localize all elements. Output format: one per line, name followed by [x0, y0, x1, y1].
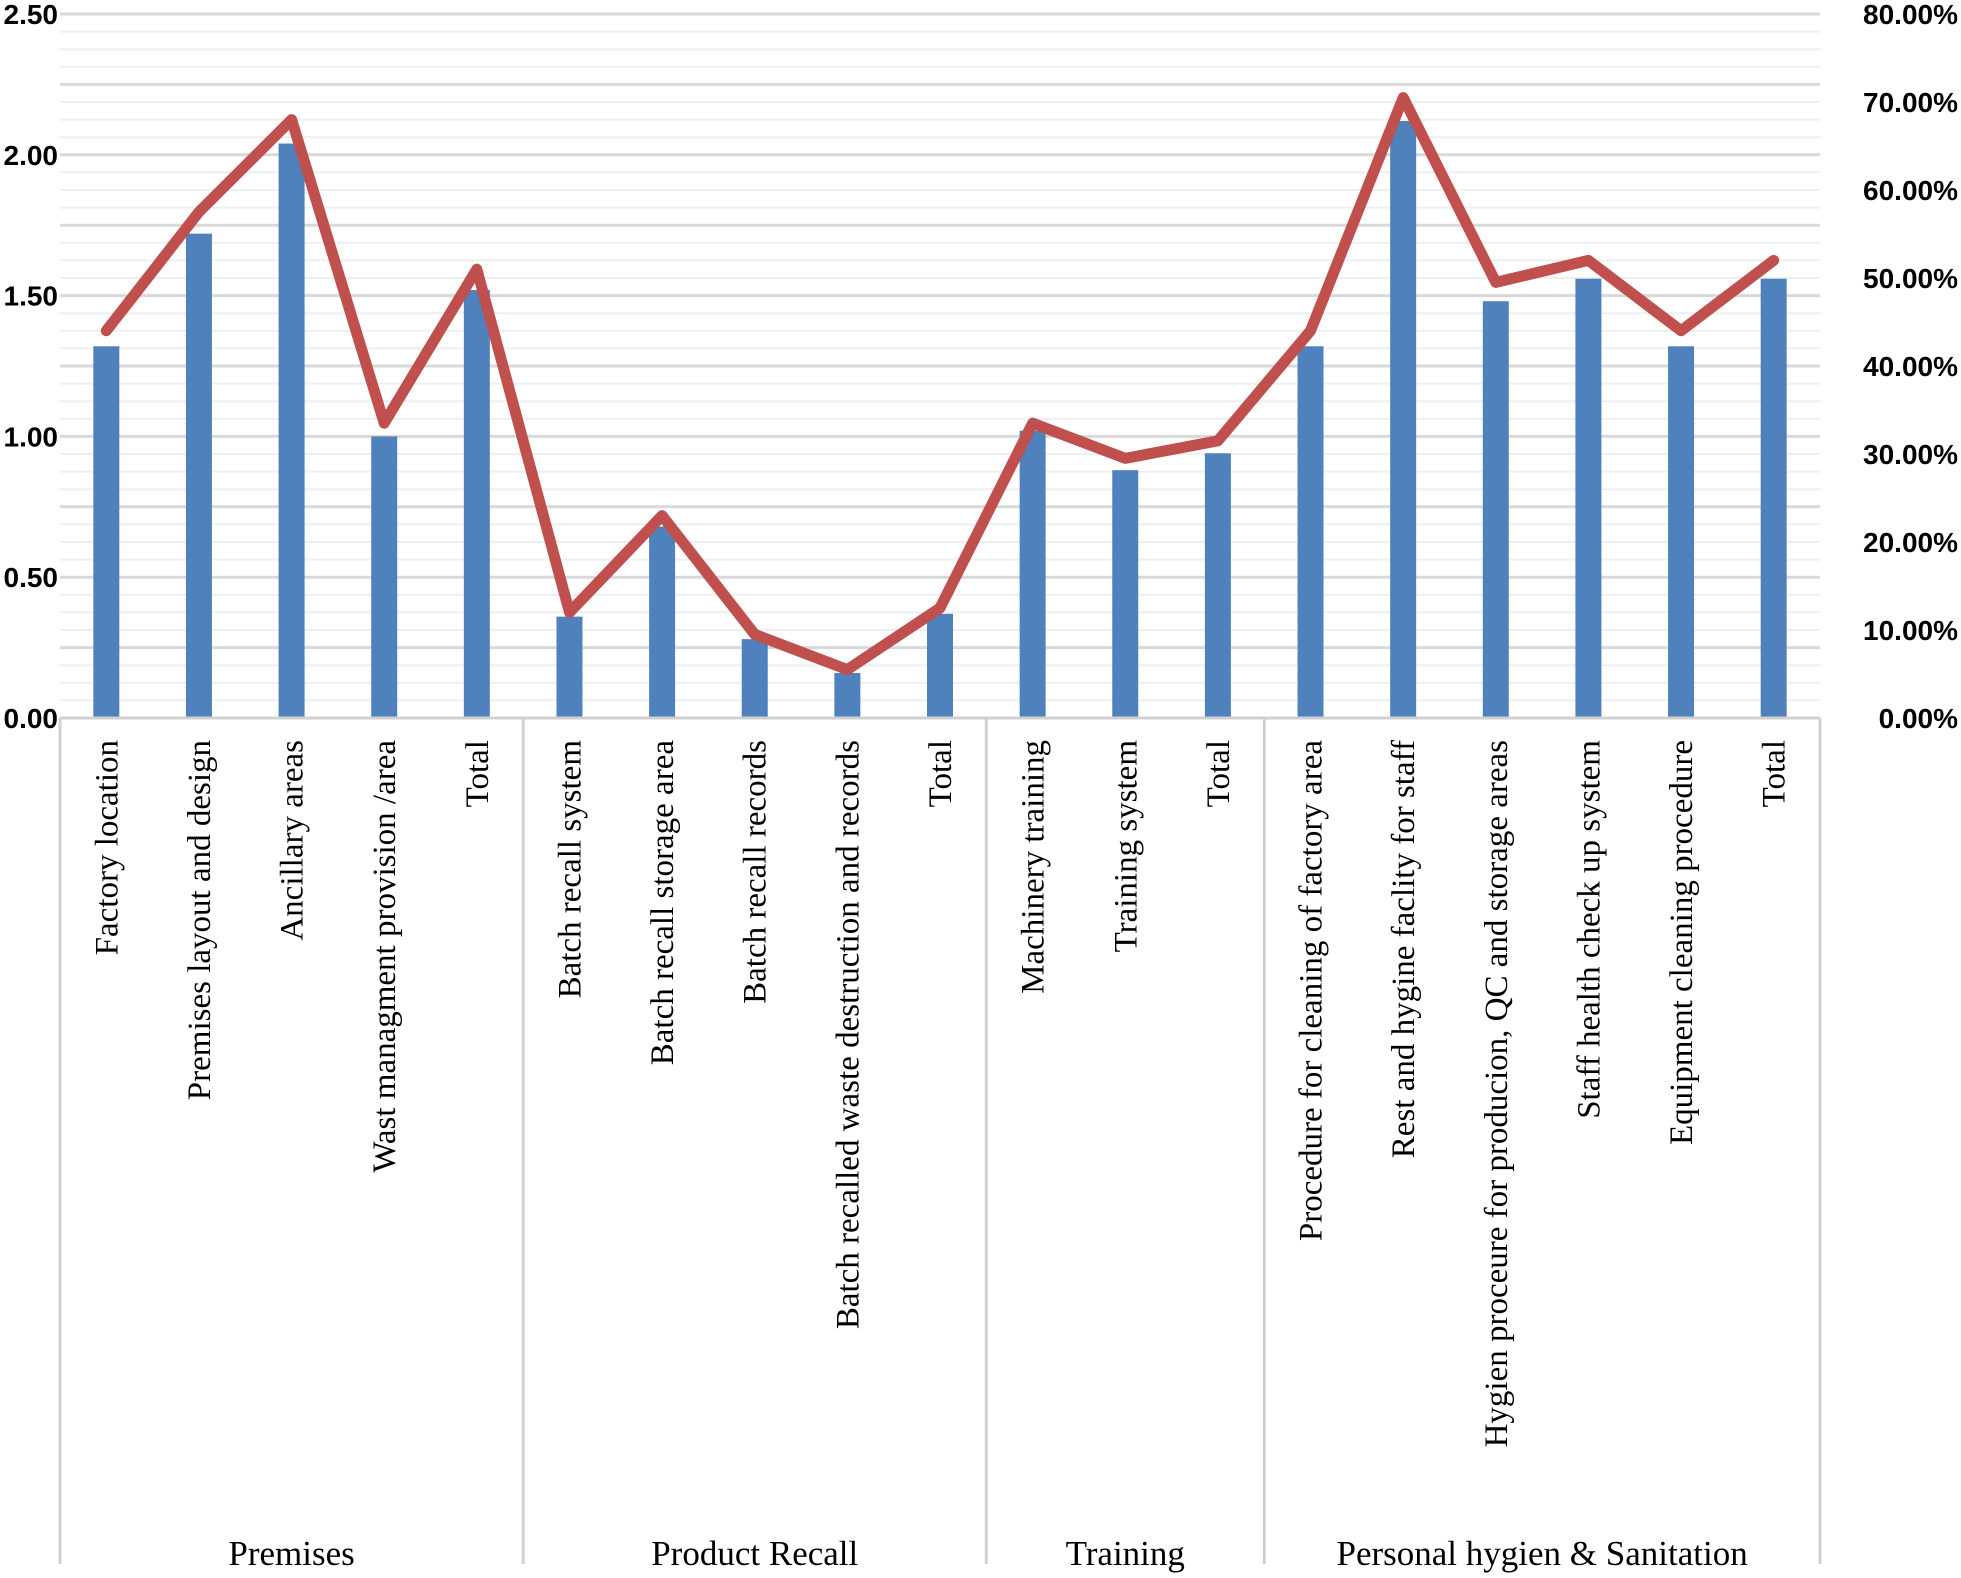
category-label: Rest and hygine faclity for staff: [1386, 740, 1422, 1158]
right-axis-tick-label: 0.00%: [1879, 703, 1958, 734]
group-label: Premises: [228, 1534, 354, 1573]
bar: [463, 289, 490, 718]
category-label: Procedure for cleaning of factory area: [1294, 740, 1330, 1241]
right-axis-tick-label: 50.00%: [1863, 263, 1958, 294]
line-point: [1772, 259, 1775, 262]
bar: [1204, 453, 1231, 718]
bar: [556, 616, 583, 718]
group-label: Training: [1066, 1534, 1185, 1573]
right-axis-tick-label: 40.00%: [1863, 351, 1958, 382]
bar: [1668, 346, 1695, 718]
category-label: Premises layout and design: [182, 740, 218, 1100]
category-label: Total: [1757, 740, 1793, 807]
category-label: Batch recall storage area: [645, 740, 681, 1066]
line-point: [290, 118, 293, 121]
bar-series: [93, 121, 1787, 719]
line-point: [475, 268, 478, 271]
left-axis-tick-label: 2.50: [4, 0, 59, 30]
bar: [1112, 470, 1139, 718]
line-point: [1309, 329, 1312, 332]
category-label: Batch recall system: [552, 740, 588, 999]
bar: [927, 613, 953, 718]
line-point: [846, 668, 849, 671]
category-label: Total: [460, 740, 496, 807]
bar: [371, 436, 398, 718]
category-label: Batch recall records: [738, 740, 774, 1004]
category-label: Ancillary areas: [275, 740, 311, 941]
axes: [58, 716, 1822, 1564]
left-axis-tick-label: 2.00: [4, 140, 59, 171]
bar: [1760, 278, 1787, 718]
category-label: Machinery training: [1016, 740, 1052, 994]
group-labels: Premises Product Recall Training Personal h…: [228, 1534, 1747, 1573]
bar: [649, 526, 676, 718]
line-point: [1680, 329, 1683, 332]
bar: [741, 639, 768, 718]
group-label: Product Recall: [651, 1534, 858, 1573]
line-point: [1216, 439, 1219, 442]
category-label: Wast managment provision /area: [367, 740, 403, 1173]
category-labels: Factory location Premises layout and desi…: [89, 740, 1792, 1448]
line-point: [753, 633, 756, 636]
bar: [93, 346, 120, 718]
bar: [1575, 278, 1602, 718]
bar: [1297, 346, 1324, 718]
left-y-axis-ticks: 0.00 0.50 1.00 1.50 2.00 2.50: [4, 0, 59, 734]
line-point: [939, 607, 941, 609]
right-axis-tick-label: 80.00%: [1863, 0, 1958, 30]
line-point: [1587, 259, 1590, 262]
category-label: Batch recalled waste destruction and rec…: [830, 740, 866, 1329]
line-point: [661, 514, 664, 517]
right-y-axis-ticks: 0.00% 10.00% 20.00% 30.00% 40.00% 50.00% 60.00…: [1863, 0, 1958, 734]
line-point: [568, 611, 571, 614]
left-axis-tick-label: 1.00: [4, 421, 59, 452]
category-label: Equipment cleaning procedure: [1664, 740, 1700, 1145]
category-label: Total: [1201, 740, 1237, 807]
bar: [1019, 430, 1046, 718]
line-point: [1124, 457, 1127, 460]
bar: [1482, 301, 1509, 718]
right-axis-tick-label: 10.00%: [1863, 615, 1958, 646]
bar: [278, 143, 305, 718]
line-point: [197, 211, 200, 213]
bar: [834, 672, 861, 718]
line-point: [1031, 422, 1034, 425]
category-label: Total: [923, 740, 959, 807]
category-label: Factory location: [89, 740, 125, 955]
bar: [185, 233, 212, 718]
right-axis-tick-label: 60.00%: [1863, 175, 1958, 206]
bar: [1390, 121, 1417, 719]
line-series: [100, 92, 1780, 676]
right-axis-tick-label: 70.00%: [1863, 87, 1958, 118]
left-axis-tick-label: 0.50: [4, 562, 59, 593]
category-label: Staff health check up system: [1571, 740, 1607, 1119]
left-axis-tick-label: 0.00: [4, 703, 59, 734]
line-point: [1494, 281, 1497, 284]
category-label: Hygien proceure for producion, QC and st…: [1479, 740, 1515, 1447]
group-label: Personal hygien & Sanitation: [1337, 1534, 1748, 1573]
right-axis-tick-label: 20.00%: [1863, 527, 1958, 558]
line-point: [383, 422, 386, 425]
line-point: [105, 329, 108, 332]
category-label: Training system: [1108, 740, 1144, 953]
gridlines: [60, 12, 1820, 702]
right-axis-tick-label: 30.00%: [1863, 439, 1958, 470]
line-point: [1402, 96, 1405, 99]
left-axis-tick-label: 1.50: [4, 281, 59, 312]
